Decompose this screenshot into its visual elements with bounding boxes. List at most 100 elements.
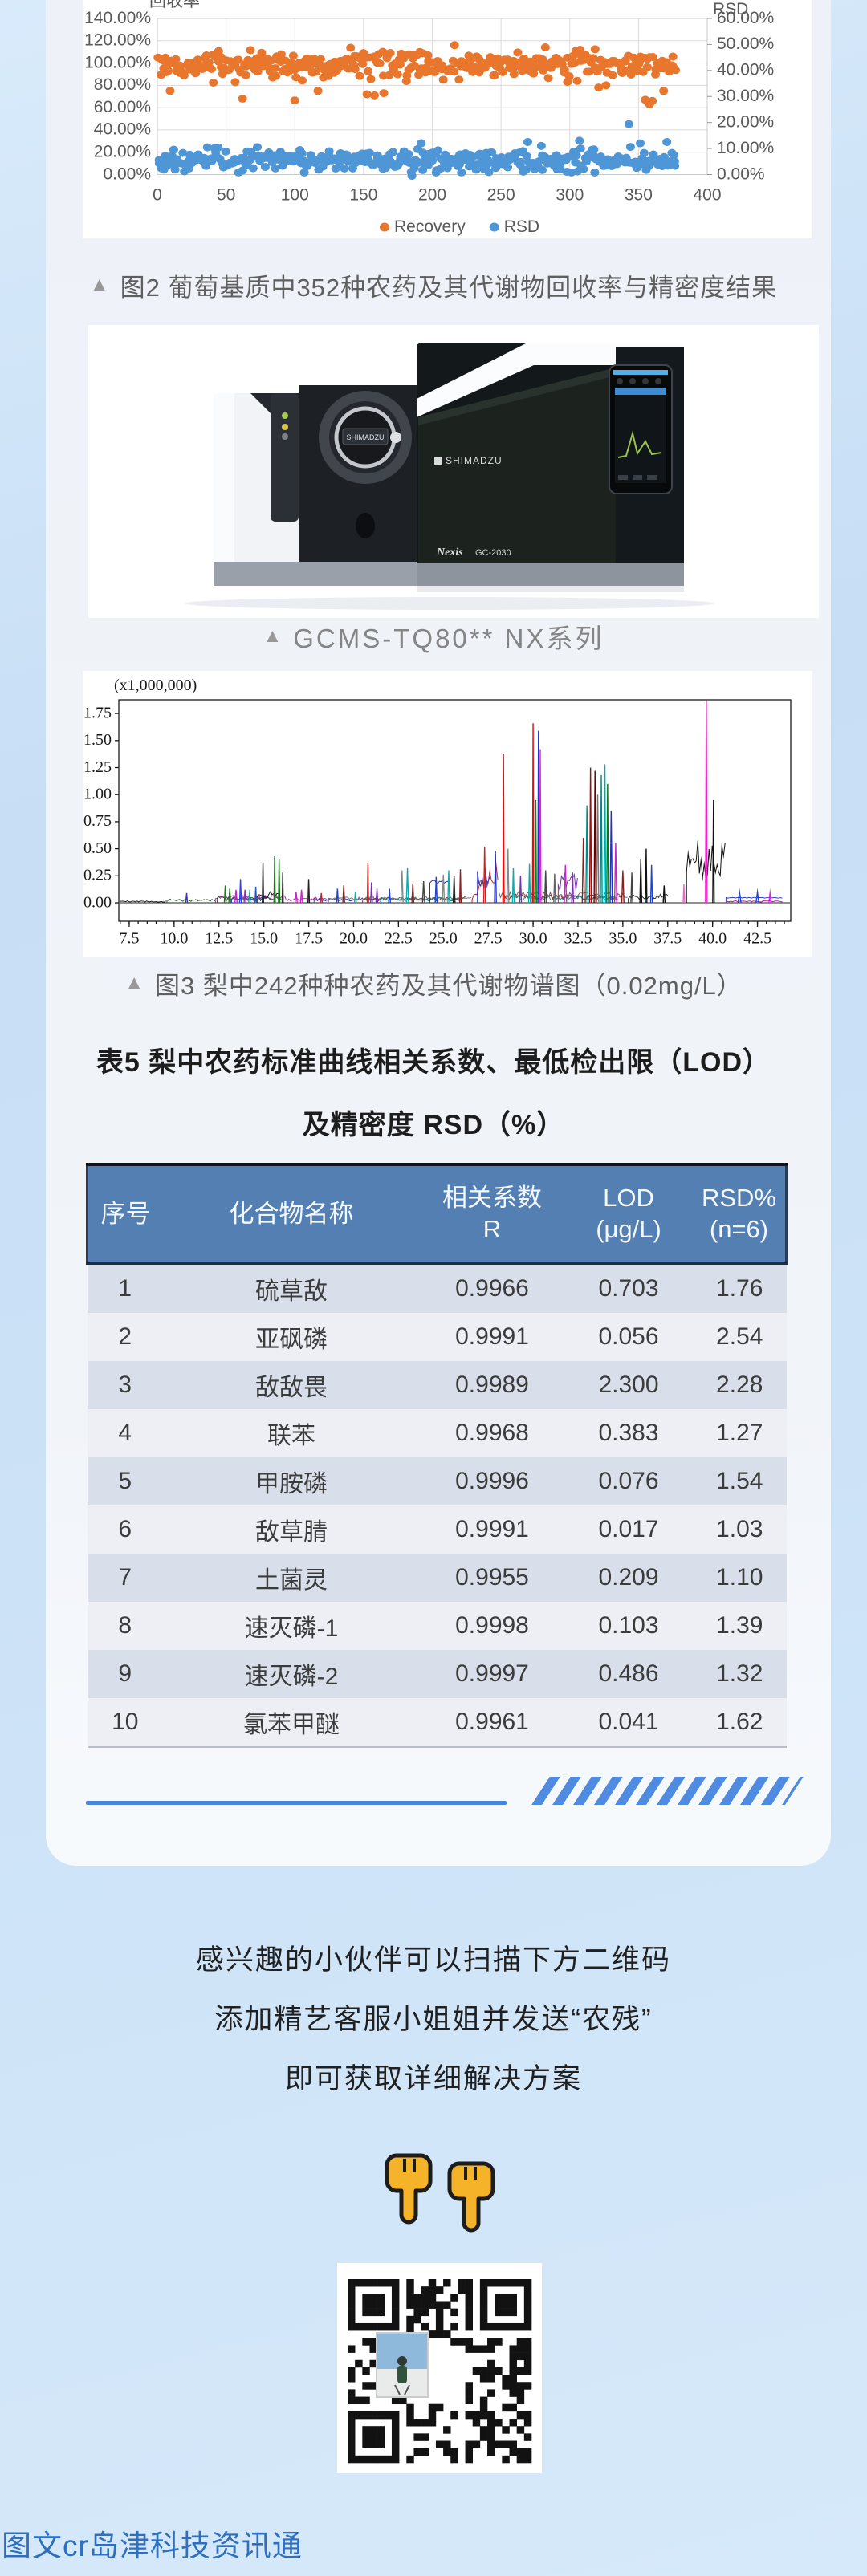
value-cell: 3 bbox=[87, 1361, 163, 1409]
value-cell: 0.9989 bbox=[420, 1361, 564, 1409]
figure3-chart-panel bbox=[83, 671, 812, 957]
table-row: 10 氯苯甲醚 0.9961 0.041 1.62 bbox=[87, 1698, 787, 1748]
compound-name-cell: 敌敌畏 bbox=[163, 1361, 420, 1409]
door-plate-label: SHIMADZU bbox=[347, 433, 385, 441]
chromatogram-chart bbox=[83, 671, 812, 957]
value-cell: 1.62 bbox=[693, 1698, 787, 1748]
table-row: 3 敌敌畏 0.9989 2.300 2.28 bbox=[87, 1361, 787, 1409]
value-cell: 2.54 bbox=[693, 1313, 787, 1361]
value-cell: 0.9955 bbox=[420, 1554, 564, 1602]
compound-name-cell: 速灭磷-2 bbox=[163, 1650, 420, 1698]
value-cell: 0.076 bbox=[564, 1457, 693, 1505]
value-cell: 1.03 bbox=[693, 1505, 787, 1554]
value-cell: 1.32 bbox=[693, 1650, 787, 1698]
figure2-chart-panel bbox=[83, 0, 812, 238]
qr-pattern bbox=[348, 2279, 532, 2464]
recovery-rsd-scatter-chart bbox=[83, 0, 812, 238]
model-label: GC-2030 bbox=[475, 548, 511, 558]
value-cell: 1.27 bbox=[693, 1409, 787, 1457]
value-cell: 2 bbox=[87, 1313, 163, 1361]
value-cell: 0.9997 bbox=[420, 1650, 564, 1698]
value-cell: 1.54 bbox=[693, 1457, 787, 1505]
column-header: 化合物名称 bbox=[163, 1163, 420, 1265]
cta-line-3: 即可获取详细解决方案 bbox=[284, 2063, 582, 2095]
brand-label: SHIMADZU bbox=[446, 455, 503, 466]
value-cell: 0.041 bbox=[564, 1698, 693, 1748]
pointing-hands bbox=[384, 2151, 504, 2233]
value-cell: 4 bbox=[87, 1409, 163, 1457]
wechat-qr-code bbox=[337, 2263, 542, 2473]
table-title-line2: 及精密度 RSD（%） bbox=[302, 1110, 565, 1140]
compound-name-cell: 敌草腈 bbox=[163, 1505, 420, 1554]
table-row: 8 速灭磷-1 0.9998 0.103 1.39 bbox=[87, 1602, 787, 1650]
status-led-icon bbox=[282, 412, 288, 419]
table-row: 2 亚砜磷 0.9991 0.056 2.54 bbox=[87, 1313, 787, 1361]
value-cell: 6 bbox=[87, 1505, 163, 1554]
value-cell: 8 bbox=[87, 1602, 163, 1650]
value-cell: 0.486 bbox=[564, 1650, 693, 1698]
compound-name-cell: 甲胺磷 bbox=[163, 1457, 420, 1505]
value-cell: 0.383 bbox=[564, 1409, 693, 1457]
value-cell: 0.703 bbox=[564, 1263, 693, 1313]
pesticide-results-table: 序号 化合物名称 相关系数 R LOD (μg/L) RSD% (n=6) 1 硫草敌 0.996… bbox=[86, 1163, 788, 1748]
value-cell: 5 bbox=[87, 1457, 163, 1505]
cta-line-1: 感兴趣的小伙伴可以扫描下方二维码 bbox=[195, 1944, 671, 1976]
value-cell: 1.76 bbox=[693, 1263, 787, 1313]
value-cell: 0.9966 bbox=[420, 1263, 564, 1313]
value-cell: 1 bbox=[87, 1263, 163, 1313]
value-cell: 10 bbox=[87, 1698, 163, 1748]
value-cell: 0.056 bbox=[564, 1313, 693, 1361]
series-label: Nexis bbox=[436, 546, 463, 559]
figure3-caption: ▲ 图3 梨中242种种农药及其代谢物谱图（0.02mg/L） bbox=[124, 971, 743, 1000]
divider-line bbox=[86, 1801, 507, 1805]
value-cell: 0.9991 bbox=[420, 1505, 564, 1554]
table-row: 4 联苯 0.9968 0.383 1.27 bbox=[87, 1409, 787, 1457]
value-cell: 9 bbox=[87, 1650, 163, 1698]
compound-name-cell: 亚砜磷 bbox=[163, 1313, 420, 1361]
value-cell: 2.28 bbox=[693, 1361, 787, 1409]
value-cell: 0.017 bbox=[564, 1505, 693, 1554]
value-cell: 7 bbox=[87, 1554, 163, 1602]
column-header: LOD (μg/L) bbox=[564, 1163, 693, 1265]
value-cell: 0.103 bbox=[564, 1602, 693, 1650]
table-row: 5 甲胺磷 0.9996 0.076 1.54 bbox=[87, 1457, 787, 1505]
table-row: 1 硫草敌 0.9966 0.703 1.76 bbox=[87, 1263, 787, 1313]
instrument-photo-panel: SHIMADZU SHIMADZU Nexis GC-2030 bbox=[88, 325, 819, 618]
column-header: 相关系数 R bbox=[420, 1163, 564, 1265]
value-cell: 1.10 bbox=[693, 1554, 787, 1602]
value-cell: 0.9996 bbox=[420, 1457, 564, 1505]
value-cell: 2.300 bbox=[564, 1361, 693, 1409]
table-header: 序号 化合物名称 相关系数 R LOD (μg/L) RSD% (n=6) bbox=[86, 1163, 788, 1265]
value-cell: 0.9961 bbox=[420, 1698, 564, 1748]
status-led-icon bbox=[282, 424, 288, 430]
qr-center-photo bbox=[376, 2332, 429, 2398]
footer-credit: 图文cr岛津科技资讯通 bbox=[2, 2529, 303, 2562]
pointing-down-hand-icon bbox=[385, 2153, 433, 2225]
column-header: RSD% (n=6) bbox=[693, 1163, 788, 1265]
compound-name-cell: 联苯 bbox=[163, 1409, 420, 1457]
value-cell: 1.39 bbox=[693, 1602, 787, 1650]
cta-line-2: 添加精艺客服小姐姐并发送“农残” bbox=[214, 2004, 653, 2035]
value-cell: 0.209 bbox=[564, 1554, 693, 1602]
table-row: 7 土菌灵 0.9955 0.209 1.10 bbox=[87, 1554, 787, 1602]
value-cell: 0.9998 bbox=[420, 1602, 564, 1650]
touchscreen-display bbox=[615, 388, 666, 483]
status-led-icon bbox=[282, 433, 288, 440]
led-panel bbox=[271, 393, 299, 522]
value-cell: 0.9968 bbox=[420, 1409, 564, 1457]
table-row: 6 敌草腈 0.9991 0.017 1.03 bbox=[87, 1505, 787, 1554]
compound-name-cell: 硫草敌 bbox=[163, 1263, 420, 1313]
compound-name-cell: 氯苯甲醚 bbox=[163, 1698, 420, 1748]
caption-triangle-icon: ▲ bbox=[263, 625, 283, 647]
compound-name-cell: 速灭磷-1 bbox=[163, 1602, 420, 1650]
table-row: 9 速灭磷-2 0.9997 0.486 1.32 bbox=[87, 1650, 787, 1698]
column-header: 序号 bbox=[86, 1163, 163, 1265]
figure2-caption: ▲ 图2 葡萄基质中352种农药及其代谢物回收率与精密度结果 bbox=[89, 273, 778, 302]
table-title-line1: 表5 梨中农药标准曲线相关系数、最低检出限（LOD） bbox=[96, 1047, 771, 1078]
caption-triangle-icon: ▲ bbox=[89, 274, 109, 295]
value-cell: 0.9991 bbox=[420, 1313, 564, 1361]
instrument-caption: ▲ GCMS-TQ80** NX系列 bbox=[263, 624, 604, 653]
gcms-instrument-illustration: SHIMADZU SHIMADZU Nexis GC-2030 bbox=[185, 343, 714, 610]
divider-stripes bbox=[531, 1777, 804, 1805]
